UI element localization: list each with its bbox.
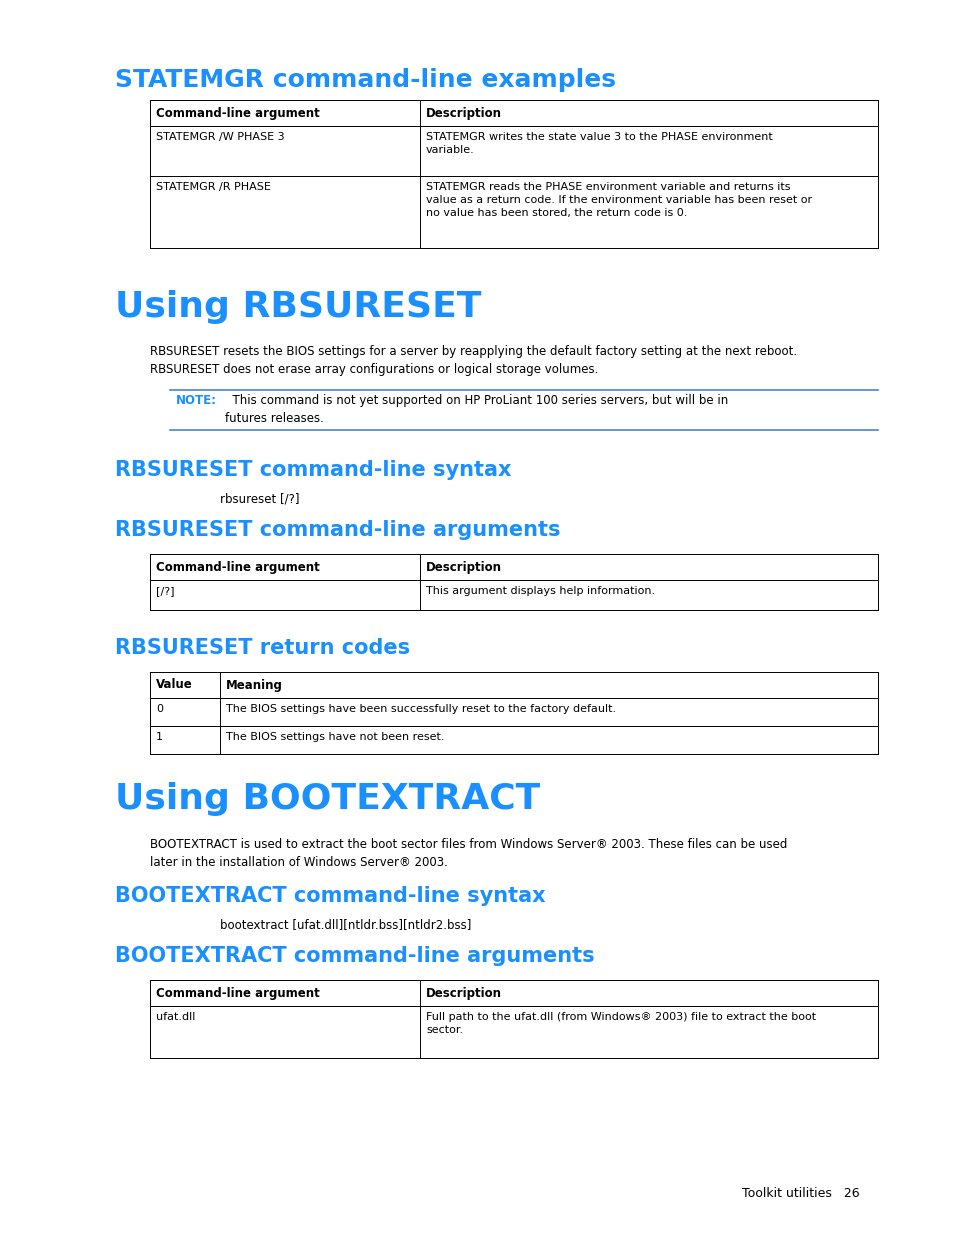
Text: Value: Value xyxy=(156,678,193,692)
Text: BOOTEXTRACT command-line arguments: BOOTEXTRACT command-line arguments xyxy=(115,946,594,966)
Text: STATEMGR /W PHASE 3: STATEMGR /W PHASE 3 xyxy=(156,132,284,142)
Text: STATEMGR command-line examples: STATEMGR command-line examples xyxy=(115,68,616,91)
Text: bootextract [ufat.dll][ntldr.bss][ntldr2.bss]: bootextract [ufat.dll][ntldr.bss][ntldr2… xyxy=(220,918,471,931)
Text: 0: 0 xyxy=(156,704,163,714)
Text: ufat.dll: ufat.dll xyxy=(156,1011,195,1023)
Text: BOOTEXTRACT command-line syntax: BOOTEXTRACT command-line syntax xyxy=(115,885,545,906)
Text: This argument displays help information.: This argument displays help information. xyxy=(426,585,655,597)
Text: Description: Description xyxy=(426,987,501,999)
Text: Description: Description xyxy=(426,561,501,573)
Text: Command-line argument: Command-line argument xyxy=(156,106,319,120)
Text: NOTE:: NOTE: xyxy=(175,394,216,408)
Text: rbsureset [/?]: rbsureset [/?] xyxy=(220,493,299,506)
Text: Command-line argument: Command-line argument xyxy=(156,561,319,573)
Text: STATEMGR reads the PHASE environment variable and returns its
value as a return : STATEMGR reads the PHASE environment var… xyxy=(426,182,811,219)
Text: Using BOOTEXTRACT: Using BOOTEXTRACT xyxy=(115,782,539,816)
Text: BOOTEXTRACT is used to extract the boot sector files from Windows Server® 2003. : BOOTEXTRACT is used to extract the boot … xyxy=(150,839,786,869)
Text: RBSURESET return codes: RBSURESET return codes xyxy=(115,638,410,658)
Text: [/?]: [/?] xyxy=(156,585,174,597)
Text: Full path to the ufat.dll (from Windows® 2003) file to extract the boot
sector.: Full path to the ufat.dll (from Windows®… xyxy=(426,1011,815,1035)
Text: Using RBSURESET: Using RBSURESET xyxy=(115,290,481,324)
Text: RBSURESET command-line arguments: RBSURESET command-line arguments xyxy=(115,520,560,540)
Text: This command is not yet supported on HP ProLiant 100 series servers, but will be: This command is not yet supported on HP … xyxy=(225,394,727,425)
Text: RBSURESET command-line syntax: RBSURESET command-line syntax xyxy=(115,459,511,480)
Text: Command-line argument: Command-line argument xyxy=(156,987,319,999)
Text: STATEMGR /R PHASE: STATEMGR /R PHASE xyxy=(156,182,271,191)
Text: The BIOS settings have been successfully reset to the factory default.: The BIOS settings have been successfully… xyxy=(226,704,616,714)
Text: Description: Description xyxy=(426,106,501,120)
Text: 1: 1 xyxy=(156,732,163,742)
Text: Meaning: Meaning xyxy=(226,678,283,692)
Text: RBSURESET resets the BIOS settings for a server by reapplying the default factor: RBSURESET resets the BIOS settings for a… xyxy=(150,345,797,375)
Text: STATEMGR writes the state value 3 to the PHASE environment
variable.: STATEMGR writes the state value 3 to the… xyxy=(426,132,772,156)
Text: Toolkit utilities   26: Toolkit utilities 26 xyxy=(741,1187,859,1200)
Text: The BIOS settings have not been reset.: The BIOS settings have not been reset. xyxy=(226,732,444,742)
